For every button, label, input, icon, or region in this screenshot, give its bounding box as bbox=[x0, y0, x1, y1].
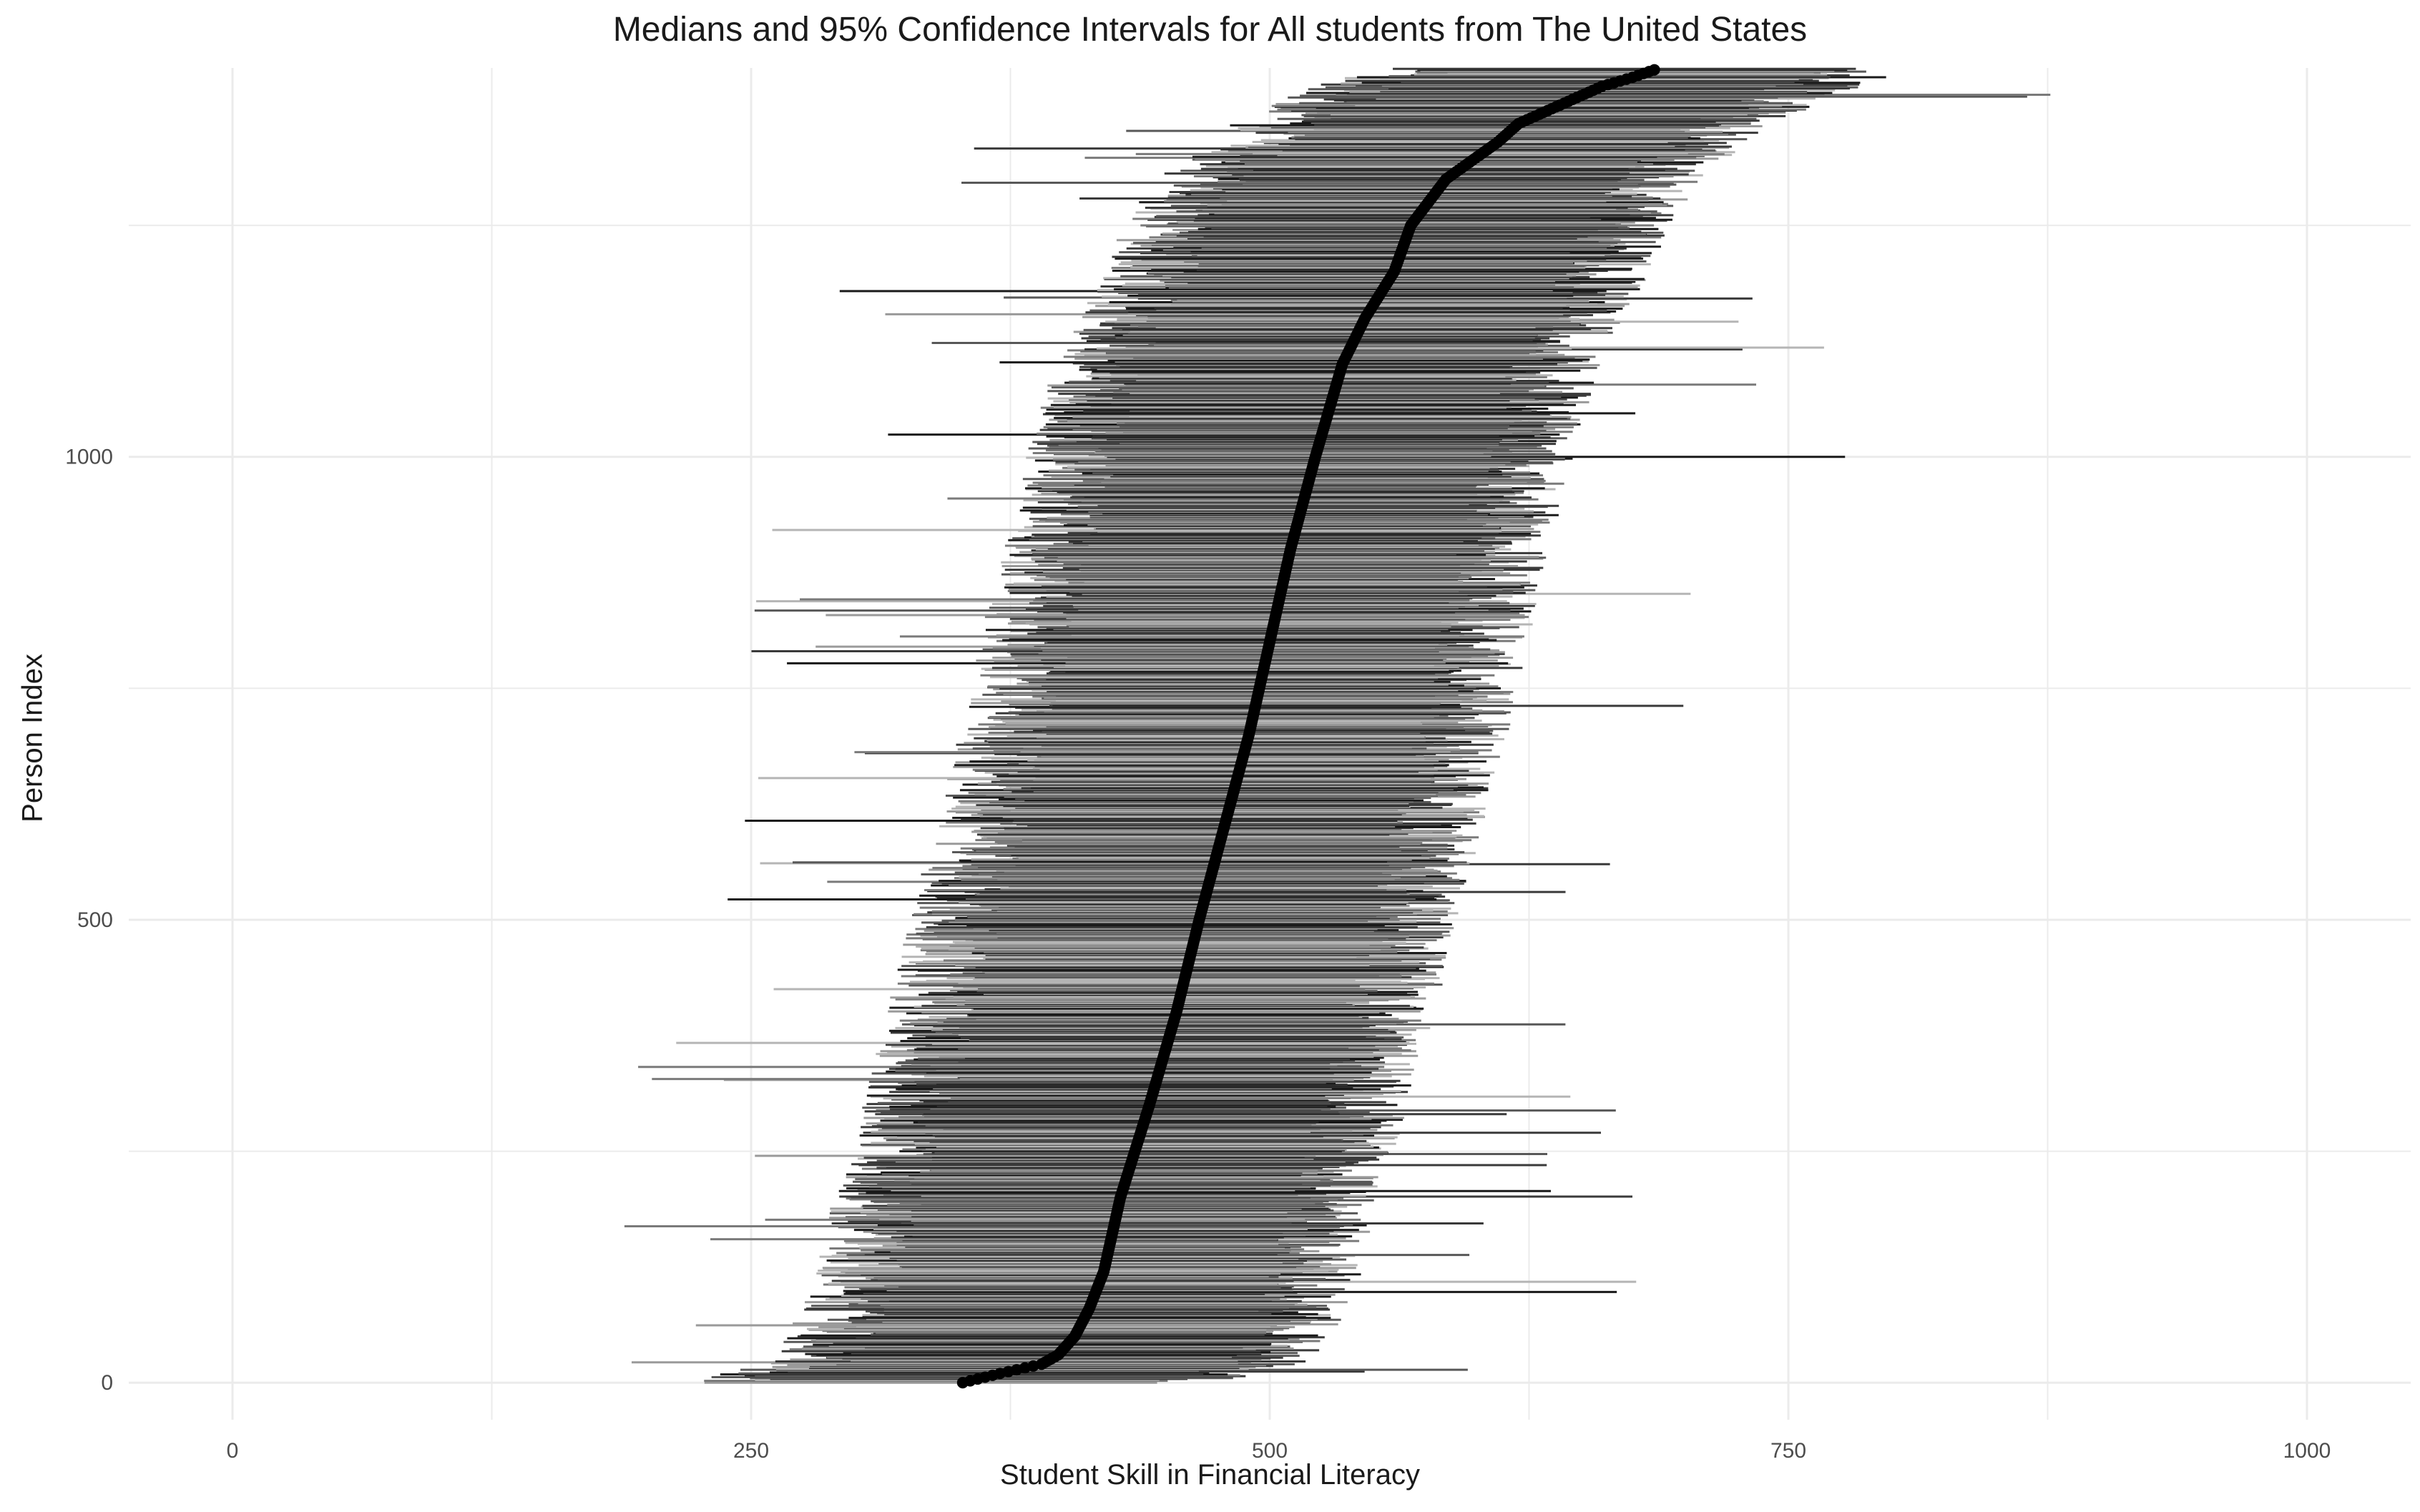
x-axis-label: Student Skill in Financial Literacy bbox=[1000, 1459, 1420, 1491]
median-points bbox=[956, 64, 1660, 1389]
y-tick-label: 1000 bbox=[65, 446, 113, 469]
x-tick-label: 500 bbox=[1252, 1439, 1288, 1463]
chart-title: Medians and 95% Confidence Intervals for… bbox=[612, 11, 1808, 49]
median-point bbox=[1648, 64, 1660, 76]
axis-ticks: 0 250 500 750 1000 0 500 1000 bbox=[65, 446, 2331, 1463]
y-tick-label: 500 bbox=[77, 908, 113, 932]
x-tick-label: 0 bbox=[227, 1439, 239, 1463]
x-tick-label: 750 bbox=[1770, 1439, 1806, 1463]
y-axis-label: Person Index bbox=[16, 654, 49, 823]
y-tick-label: 0 bbox=[101, 1371, 113, 1395]
confidence-interval-bars bbox=[624, 67, 2051, 1384]
x-tick-label: 250 bbox=[733, 1439, 769, 1463]
x-tick-label: 1000 bbox=[2283, 1439, 2331, 1463]
